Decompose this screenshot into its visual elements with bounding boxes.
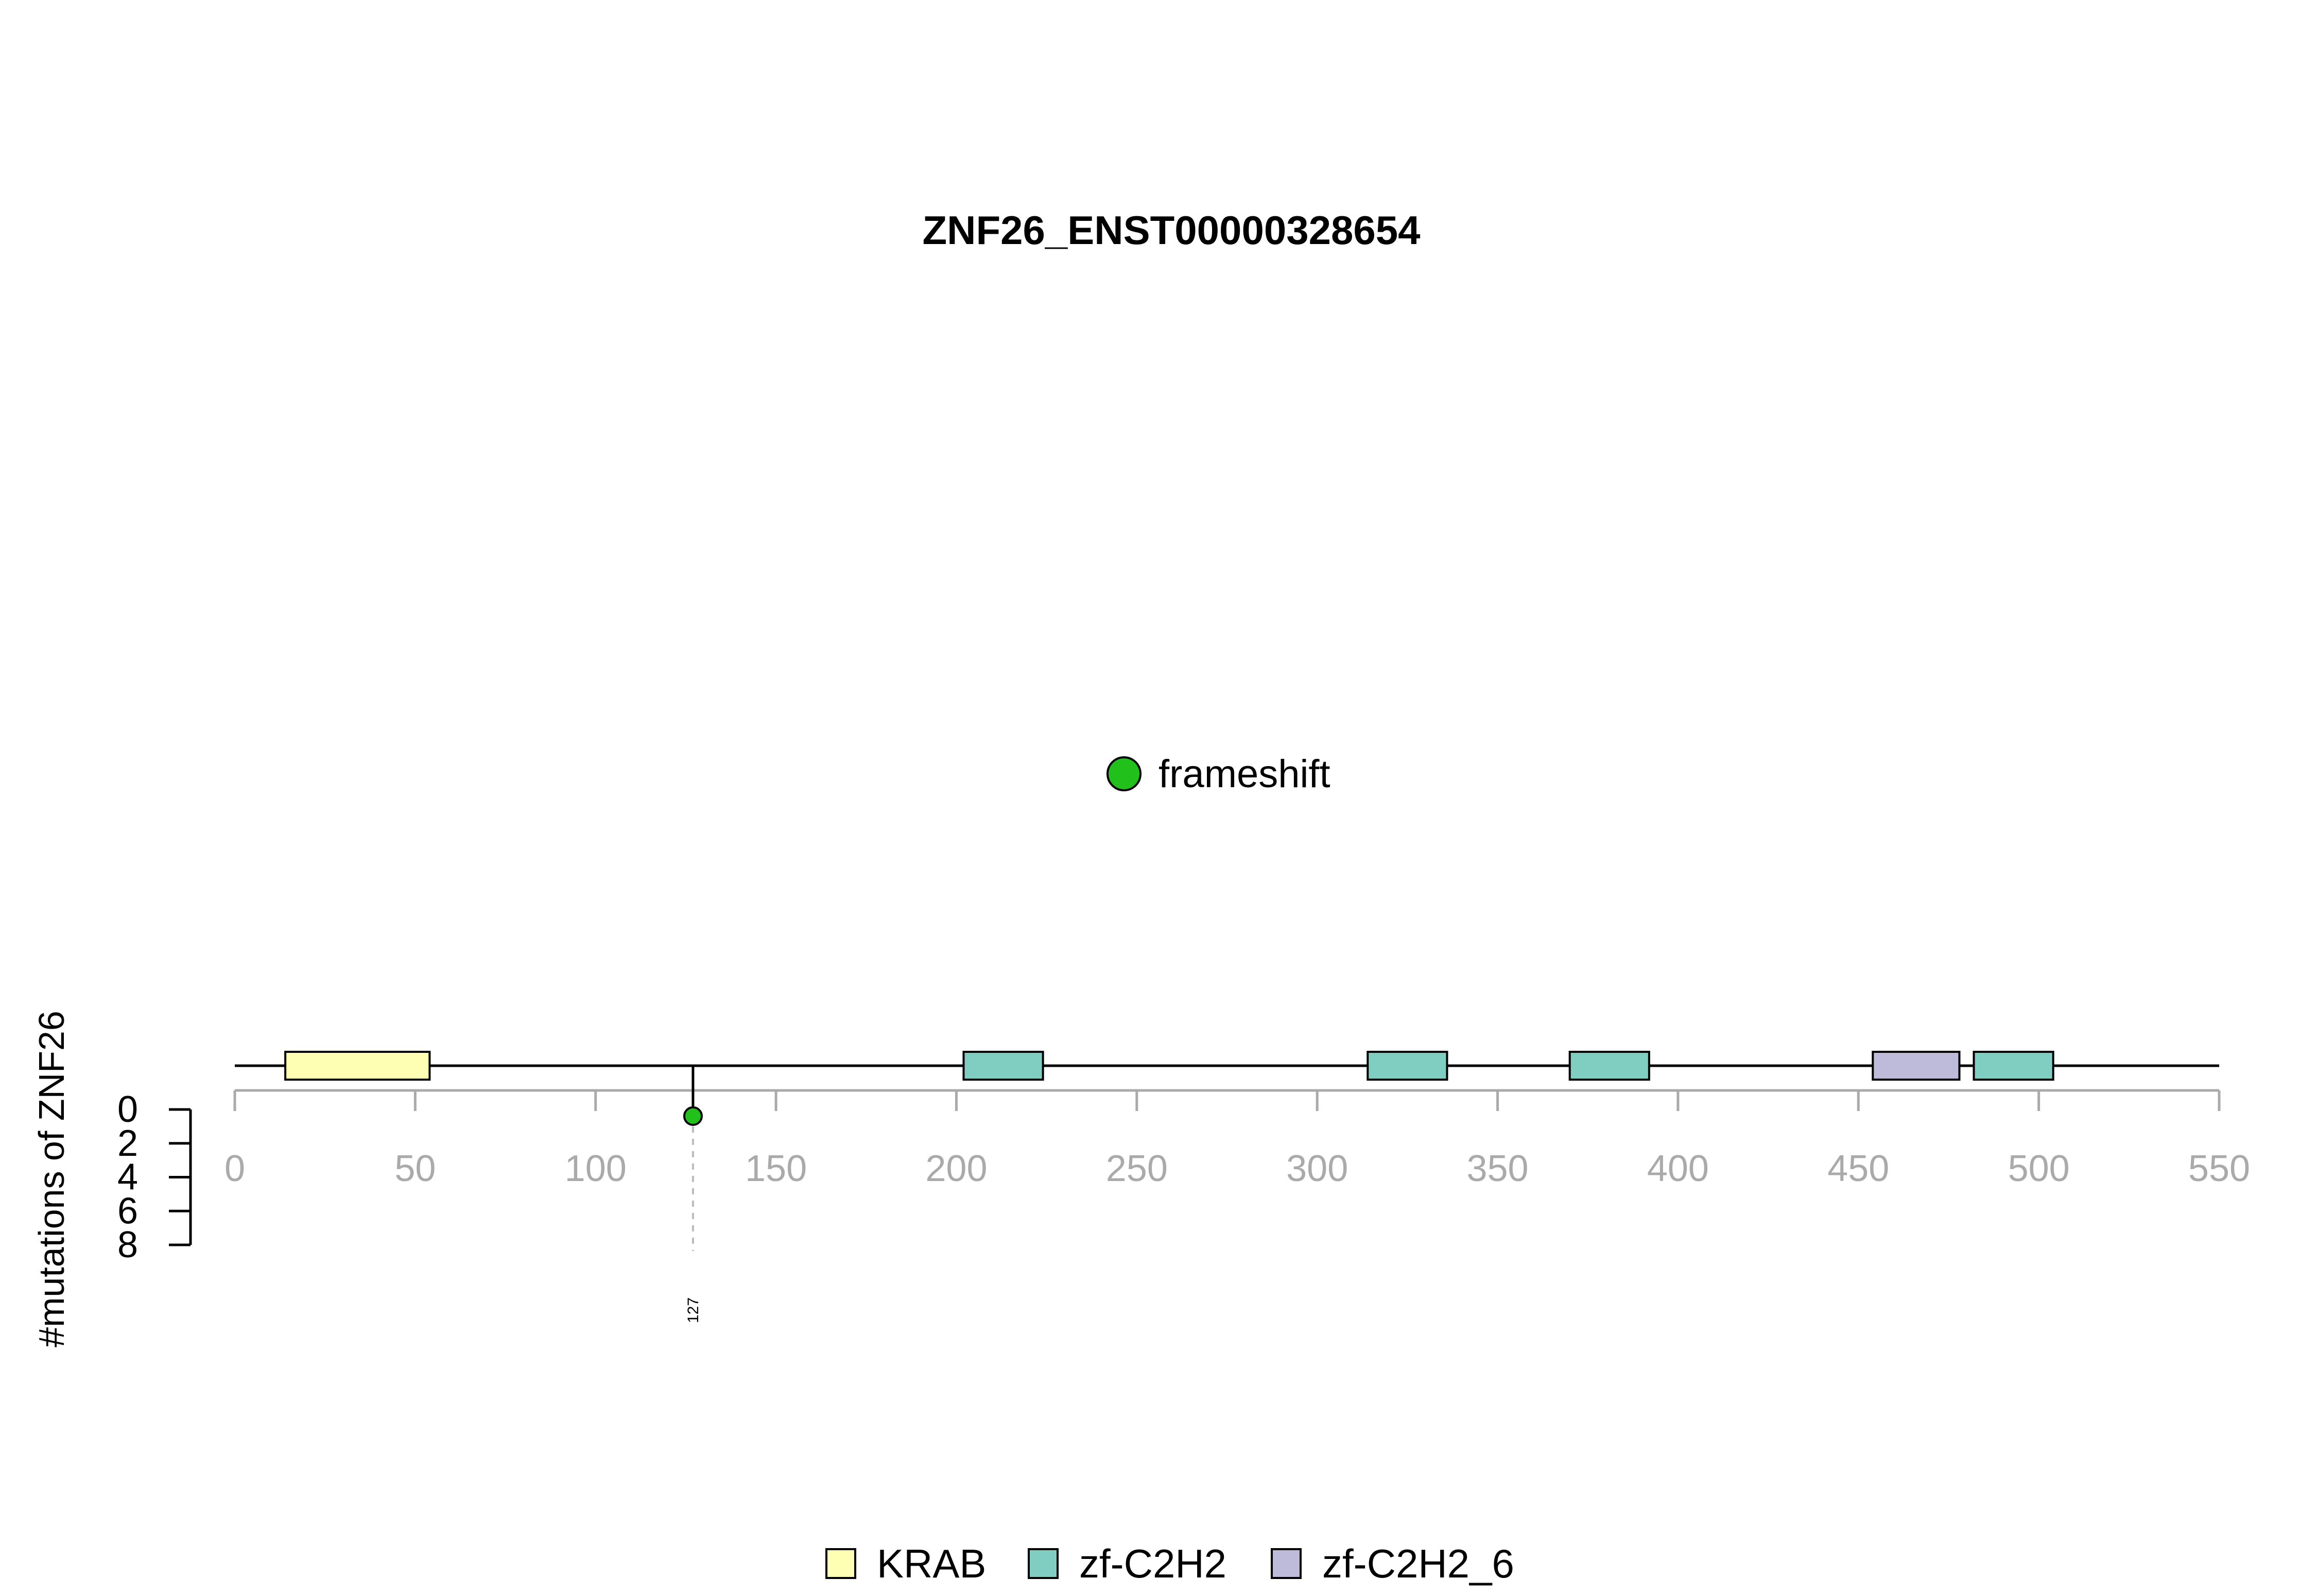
x-tick-label: 0 bbox=[224, 1148, 245, 1189]
chart-title: ZNF26_ENST00000328654 bbox=[923, 207, 1421, 253]
y-tick-label: 4 bbox=[117, 1157, 138, 1198]
x-axis: 0 50 100 150 200 250 300 350 400 450 500 550 bbox=[224, 1089, 2250, 1189]
domain-legend-label: KRAB bbox=[877, 1541, 986, 1586]
mutation-legend-marker bbox=[1106, 756, 1142, 791]
protein-domains bbox=[284, 1051, 2054, 1081]
x-tick-label: 300 bbox=[1286, 1148, 1348, 1189]
y-tick-label: 8 bbox=[117, 1224, 138, 1265]
mutation-legend: frameshift bbox=[1106, 752, 1330, 796]
x-tick-label: 550 bbox=[2188, 1148, 2250, 1189]
domain-box bbox=[1568, 1051, 1650, 1081]
domain-legend-label: zf-C2H2_6 bbox=[1322, 1541, 1514, 1586]
x-tick-label: 450 bbox=[1827, 1148, 1889, 1189]
domain-legend-swatch bbox=[1028, 1548, 1059, 1579]
x-tick-label: 400 bbox=[1647, 1148, 1709, 1189]
domain-box bbox=[962, 1051, 1044, 1081]
x-tick-label: 350 bbox=[1466, 1148, 1528, 1189]
domain-legend-label: zf-C2H2 bbox=[1079, 1541, 1226, 1586]
domain-box bbox=[1872, 1051, 1961, 1081]
domain-legend: KRAB zf-C2H2 zf-C2H2_6 bbox=[825, 1541, 1514, 1586]
mutation-position-label: 127 bbox=[685, 1297, 702, 1323]
domain-legend-swatch bbox=[825, 1548, 856, 1579]
y-tick-label: 6 bbox=[117, 1190, 138, 1231]
domain-legend-swatch bbox=[1271, 1548, 1302, 1579]
y-tick-label: 0 bbox=[117, 1089, 138, 1130]
x-tick-label: 500 bbox=[2008, 1148, 2070, 1189]
x-tick-label: 50 bbox=[394, 1148, 436, 1189]
mutation-lollipops: 127 bbox=[683, 1066, 703, 1323]
lollipop-head bbox=[683, 1106, 703, 1126]
y-tick-label: 2 bbox=[117, 1123, 138, 1164]
domain-box bbox=[284, 1051, 431, 1081]
y-axis-label: #mutations of ZNF26 bbox=[31, 1011, 72, 1347]
domain-box bbox=[1973, 1051, 2054, 1081]
domain-box bbox=[1367, 1051, 1448, 1081]
mutation-legend-label: frameshift bbox=[1158, 752, 1330, 796]
x-tick-label: 250 bbox=[1106, 1148, 1168, 1189]
x-tick-label: 100 bbox=[565, 1148, 627, 1189]
x-tick-label: 150 bbox=[745, 1148, 807, 1189]
x-tick-label: 200 bbox=[925, 1148, 987, 1189]
